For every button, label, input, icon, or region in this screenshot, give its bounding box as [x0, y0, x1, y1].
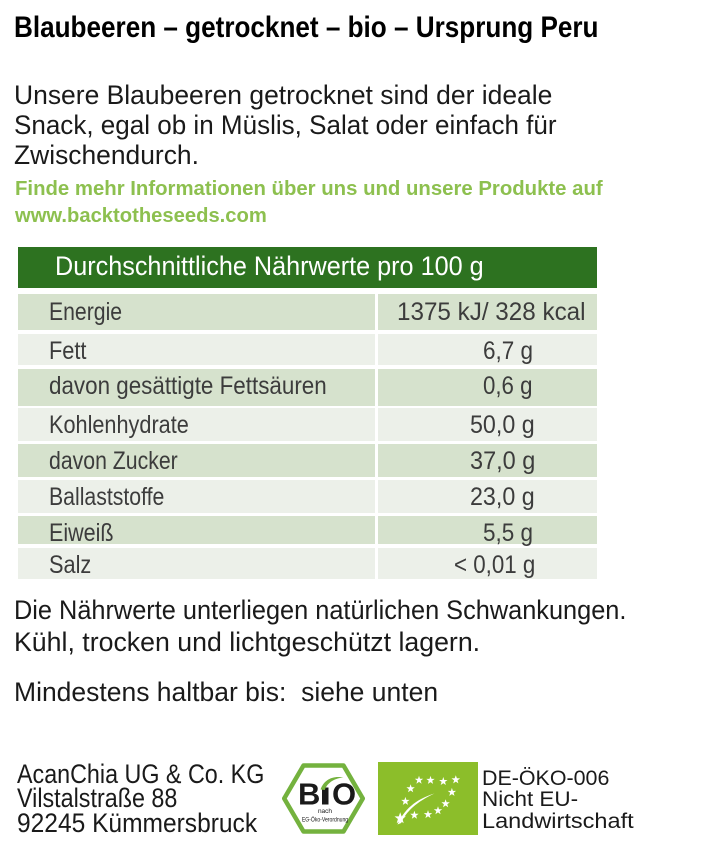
svg-text:B: B	[298, 777, 320, 812]
svg-text:EG-Öko-Verordnung: EG-Öko-Verordnung	[302, 815, 349, 823]
svg-text:O: O	[332, 777, 356, 812]
svg-text:nach: nach	[318, 808, 332, 815]
